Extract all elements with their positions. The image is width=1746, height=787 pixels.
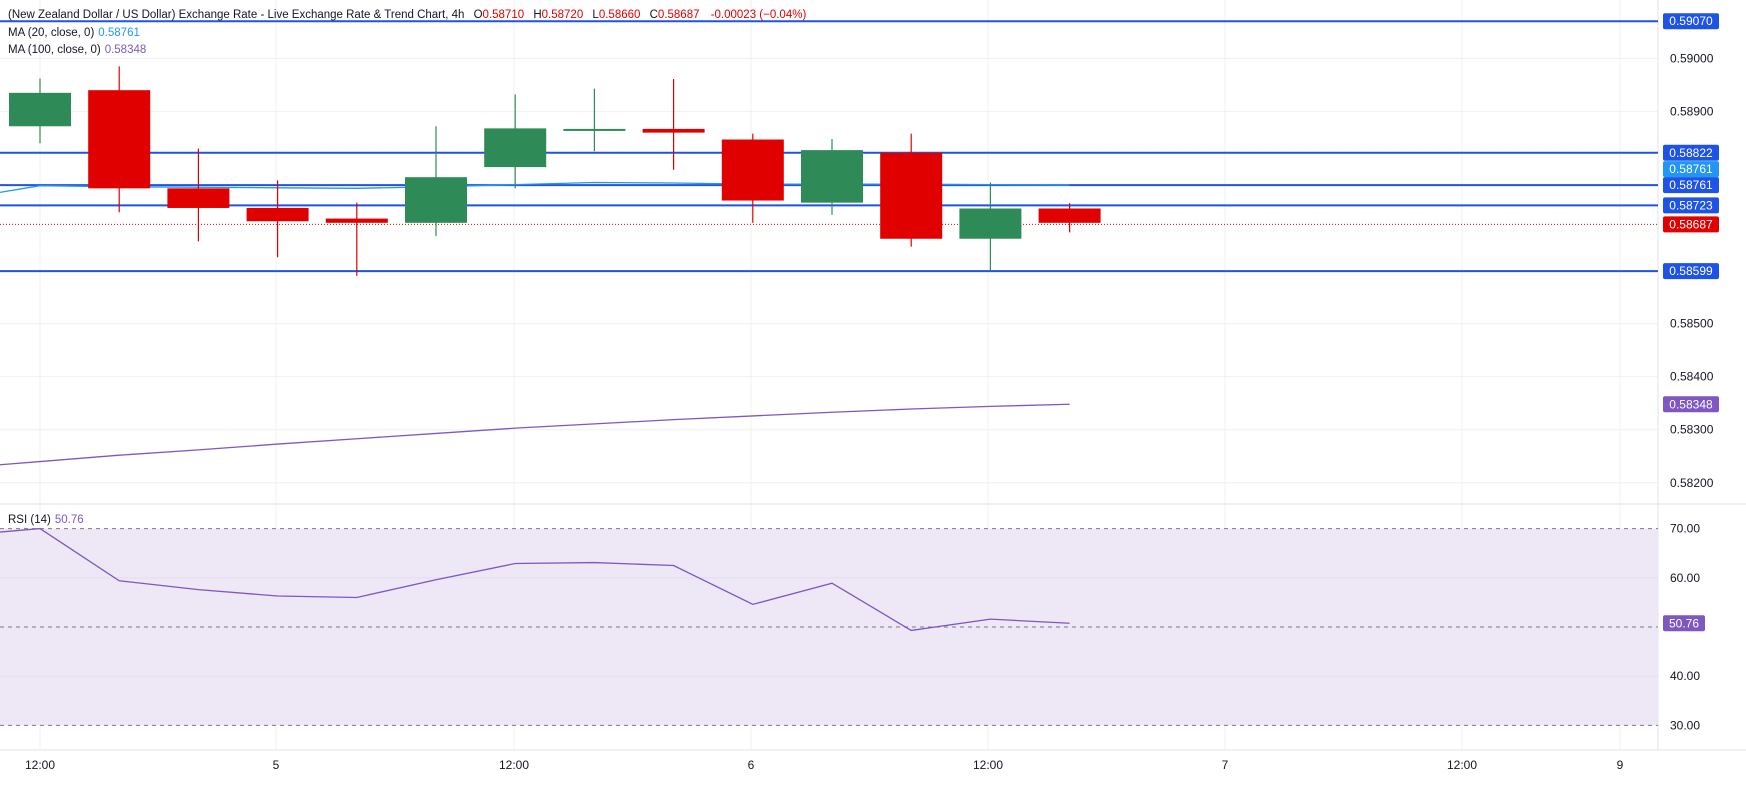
price-label-level: 0.58822 [1663, 144, 1719, 161]
rsi-band [0, 528, 1658, 726]
y-tick-label: 0.58200 [1670, 476, 1714, 490]
x-tick-label: 5 [273, 758, 280, 772]
chart-title: (New Zealand Dollar / US Dollar) Exchang… [8, 9, 465, 21]
price-label-level: 0.58761 [1663, 177, 1719, 194]
price-label-box [1663, 177, 1719, 194]
chart-header: (New Zealand Dollar / US Dollar) Exchang… [8, 9, 806, 21]
x-tick-label: 12:00 [973, 758, 1003, 772]
x-tick-label: 12:00 [1447, 758, 1477, 772]
ma20-label: MA (20, close, 0) [8, 27, 95, 39]
candle-down [325, 218, 388, 223]
y-tick-label: 0.59000 [1670, 51, 1714, 65]
ma100-label: MA (100, close, 0) [8, 44, 101, 56]
candle-up [484, 128, 547, 168]
rsi-line [0, 527, 1070, 632]
y-tick-label: 0.58400 [1670, 370, 1714, 384]
rsi-y-tick-label: 40.00 [1670, 669, 1700, 683]
price-label-text: 0.58348 [1669, 397, 1713, 411]
low-label: L [592, 9, 599, 21]
candle-down [721, 139, 784, 201]
price-label-level: 0.59070 [1663, 13, 1719, 30]
rsi-legend[interactable]: RSI (14) 50.76 [8, 514, 84, 526]
y-tick-label: 0.58900 [1670, 104, 1714, 118]
rsi-y-tick-label: 60.00 [1670, 571, 1700, 585]
price-label-box [1663, 144, 1719, 161]
high-value: 0.58720 [541, 9, 584, 21]
candle-down [88, 90, 151, 189]
ma20-legend[interactable]: MA (20, close, 0) 0.58761 [8, 27, 140, 39]
rsi-value: 50.76 [54, 514, 84, 526]
y-tick-label: 0.58300 [1670, 423, 1714, 437]
candle-down [246, 207, 309, 222]
close-value: 0.58687 [657, 9, 700, 21]
high-label: H [533, 9, 542, 21]
price-label-level: 0.58723 [1663, 197, 1719, 214]
close-label: C [649, 9, 658, 21]
candle-up [9, 92, 71, 127]
x-tick-label: 7 [1222, 758, 1229, 772]
open-label: O [473, 9, 483, 21]
ma100-legend[interactable]: MA (100, close, 0) 0.58348 [8, 44, 146, 56]
price-label-text: 0.58687 [1669, 217, 1713, 231]
price-label-level: 0.58599 [1663, 263, 1719, 280]
price-label-ma100: 0.58348 [1663, 396, 1719, 413]
candle-up [801, 150, 863, 203]
price-label-text: 0.58761 [1669, 162, 1713, 176]
price-label-text: 0.58599 [1669, 264, 1713, 278]
ma100-line [0, 403, 1070, 466]
candle-up [405, 177, 467, 223]
candle-down [880, 152, 943, 239]
candle-up [959, 208, 1022, 239]
price-label-box [1663, 216, 1719, 233]
ma100-value: 0.58348 [104, 44, 147, 56]
rsi-y-tick-label: 30.00 [1670, 718, 1700, 732]
candle-up [563, 128, 626, 131]
price-label-box [1663, 396, 1719, 413]
price-label-box [1663, 13, 1719, 30]
candle-down [167, 188, 230, 208]
price-label-ma20: 0.58761 [1663, 161, 1719, 178]
x-tick-label: 12:00 [499, 758, 529, 772]
x-tick-label: 6 [748, 758, 755, 772]
ma20-value: 0.58761 [98, 27, 140, 39]
price-label-text: 0.58761 [1669, 178, 1713, 192]
price-label-box [1663, 161, 1719, 178]
price-label-text: 0.58822 [1669, 146, 1713, 160]
x-tick-label: 12:00 [25, 758, 55, 772]
rsi-label: RSI (14) [8, 514, 51, 526]
price-label-last: 0.58687 [1663, 216, 1719, 233]
x-tick-label: 9 [1617, 758, 1624, 772]
rsi-value-box [1663, 615, 1705, 632]
rsi-value-label: 50.76 [1669, 616, 1699, 630]
rsi-y-tick-label: 70.00 [1670, 522, 1700, 536]
price-label-text: 0.59070 [1669, 14, 1713, 28]
low-value: 0.58660 [598, 9, 641, 21]
price-label-box [1663, 197, 1719, 214]
y-tick-label: 0.58500 [1670, 317, 1714, 331]
price-label-box [1663, 263, 1719, 280]
price-label-text: 0.58723 [1669, 198, 1713, 212]
change-value: -0.00023 (−0.04%) [710, 9, 807, 21]
open-value: 0.58710 [482, 9, 525, 21]
candle-down [1038, 208, 1101, 223]
candle-down [642, 128, 705, 133]
